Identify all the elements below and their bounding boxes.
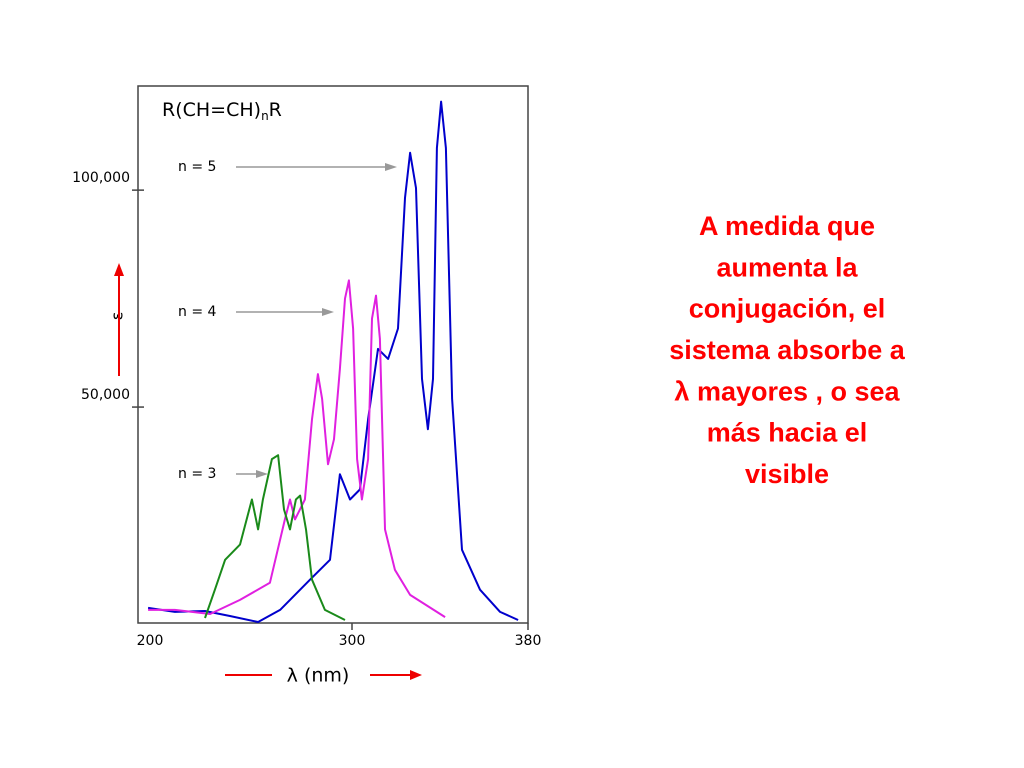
note: A medida que aumenta la conjugación, el sis… (669, 211, 906, 489)
x-tick-label: 300 (339, 633, 366, 649)
note-line: visible (745, 459, 829, 489)
series-label: n = 4 (178, 304, 217, 320)
arrow-head (114, 263, 124, 276)
note-line: A medida que (699, 211, 875, 241)
series-label: n = 3 (178, 466, 216, 482)
series-label: n = 5 (178, 159, 216, 175)
plot-frame (137, 85, 529, 624)
y-axis-label: ε (108, 312, 127, 321)
note-line: λ mayores , o sea (674, 376, 900, 406)
x-tick-label: 200 (137, 633, 164, 649)
note-line: sistema absorbe a (669, 335, 906, 365)
label-arrow-head (256, 470, 268, 478)
y-tick-label: 50,000 (81, 387, 130, 403)
x-tick-label: 380 (515, 633, 542, 649)
arrow-head (410, 670, 422, 680)
note-line: aumenta la (716, 252, 858, 282)
formula: R(CH=CH)nR (162, 99, 282, 123)
spectrum-line (148, 279, 446, 618)
note-line: conjugación, el (689, 294, 886, 324)
label-arrow-head (385, 163, 397, 171)
x-axis-label: λ (nm) (287, 665, 350, 687)
label-arrow-head (322, 308, 334, 316)
y-tick-label: 100,000 (72, 170, 130, 186)
spectrum-line (204, 454, 346, 621)
spectrum-line (147, 100, 519, 623)
note-line: más hacia el (707, 418, 868, 448)
